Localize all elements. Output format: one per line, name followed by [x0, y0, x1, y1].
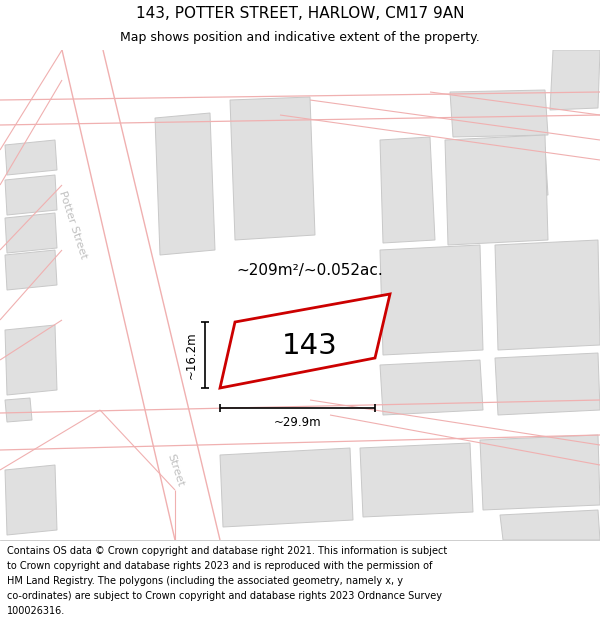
- Text: to Crown copyright and database rights 2023 and is reproduced with the permissio: to Crown copyright and database rights 2…: [7, 561, 433, 571]
- Polygon shape: [500, 510, 600, 540]
- Text: ~209m²/~0.052ac.: ~209m²/~0.052ac.: [236, 262, 383, 278]
- Polygon shape: [380, 360, 483, 415]
- Polygon shape: [480, 435, 600, 510]
- Polygon shape: [360, 443, 473, 517]
- Polygon shape: [380, 245, 483, 355]
- Polygon shape: [5, 465, 57, 535]
- Text: 143: 143: [282, 331, 338, 359]
- Text: Contains OS data © Crown copyright and database right 2021. This information is : Contains OS data © Crown copyright and d…: [7, 546, 448, 556]
- Polygon shape: [5, 213, 57, 253]
- Polygon shape: [380, 137, 435, 243]
- Polygon shape: [220, 448, 353, 527]
- Text: HM Land Registry. The polygons (including the associated geometry, namely x, y: HM Land Registry. The polygons (includin…: [7, 576, 403, 586]
- Polygon shape: [5, 250, 57, 290]
- Text: ~16.2m: ~16.2m: [185, 331, 197, 379]
- Text: Street: Street: [165, 452, 185, 488]
- Polygon shape: [550, 50, 600, 110]
- Text: co-ordinates) are subject to Crown copyright and database rights 2023 Ordnance S: co-ordinates) are subject to Crown copyr…: [7, 591, 442, 601]
- Polygon shape: [5, 175, 57, 215]
- Text: Potter Street: Potter Street: [57, 190, 89, 260]
- Polygon shape: [455, 147, 548, 198]
- Polygon shape: [445, 135, 548, 245]
- Polygon shape: [230, 97, 315, 240]
- Text: 143, POTTER STREET, HARLOW, CM17 9AN: 143, POTTER STREET, HARLOW, CM17 9AN: [136, 6, 464, 21]
- Polygon shape: [495, 353, 600, 415]
- Polygon shape: [5, 140, 57, 175]
- Text: Map shows position and indicative extent of the property.: Map shows position and indicative extent…: [120, 31, 480, 44]
- Polygon shape: [450, 90, 548, 137]
- Text: ~29.9m: ~29.9m: [274, 416, 322, 429]
- Text: 100026316.: 100026316.: [7, 606, 65, 616]
- Polygon shape: [220, 294, 390, 388]
- Polygon shape: [5, 398, 32, 422]
- Polygon shape: [155, 113, 215, 255]
- Polygon shape: [5, 325, 57, 395]
- Polygon shape: [495, 240, 600, 350]
